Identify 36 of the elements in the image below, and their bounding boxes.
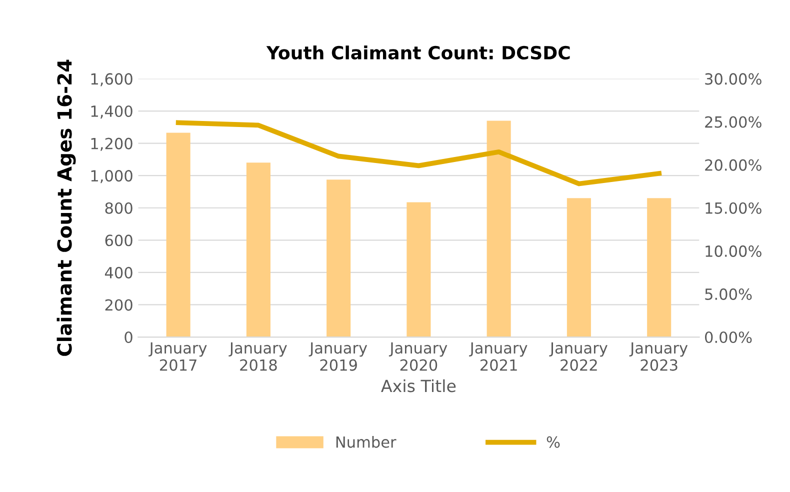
chart-title: Youth Claimant Count: DCSDC xyxy=(266,46,570,60)
bar xyxy=(166,132,190,338)
x-tick-label: January 2022 xyxy=(549,342,608,371)
y2-tick-label: 25.00% xyxy=(705,116,762,128)
y-tick-label: 200 xyxy=(105,299,132,311)
y-tick-label: 1,200 xyxy=(91,138,132,151)
y-tick-label: 800 xyxy=(105,202,132,214)
y2-tick-label: 15.00% xyxy=(706,202,762,214)
bar xyxy=(406,202,431,338)
x-tick-label: January 2017 xyxy=(148,342,207,371)
line-series xyxy=(176,120,662,186)
y2-tick-label: 30.00% xyxy=(705,73,762,85)
bar xyxy=(486,120,511,338)
y2-tick-label: 10.00% xyxy=(706,245,762,257)
x-tick-label: January 2023 xyxy=(629,342,688,371)
y-tick-label: 1,000 xyxy=(91,170,132,184)
bar xyxy=(246,162,270,338)
y2-tick-label: 5.00% xyxy=(705,288,752,300)
y2-tick-label: 0.00% xyxy=(705,331,752,344)
legend-label: Number xyxy=(336,436,396,448)
x-tick-label: January 2020 xyxy=(388,342,448,371)
x-tick-label: January 2018 xyxy=(228,342,287,371)
bar xyxy=(566,198,591,338)
x-tick-label: January 2021 xyxy=(469,342,528,371)
y-tick-label: 1,600 xyxy=(91,73,132,86)
bar xyxy=(647,198,672,338)
bar xyxy=(326,180,351,338)
y-tick-label: 400 xyxy=(104,266,132,278)
y2-tick-label: 20.00% xyxy=(705,159,762,171)
x-tick-label: January 2019 xyxy=(308,342,368,371)
y-tick-label: 0 xyxy=(124,331,132,344)
y-tick-label: 1,400 xyxy=(91,105,132,119)
x-axis-title: Axis Title xyxy=(381,379,456,392)
y-tick-label: 600 xyxy=(105,234,132,246)
y-axis-title: Claimant Count Ages 16-24 xyxy=(56,60,76,356)
legend-label: % xyxy=(546,436,560,448)
